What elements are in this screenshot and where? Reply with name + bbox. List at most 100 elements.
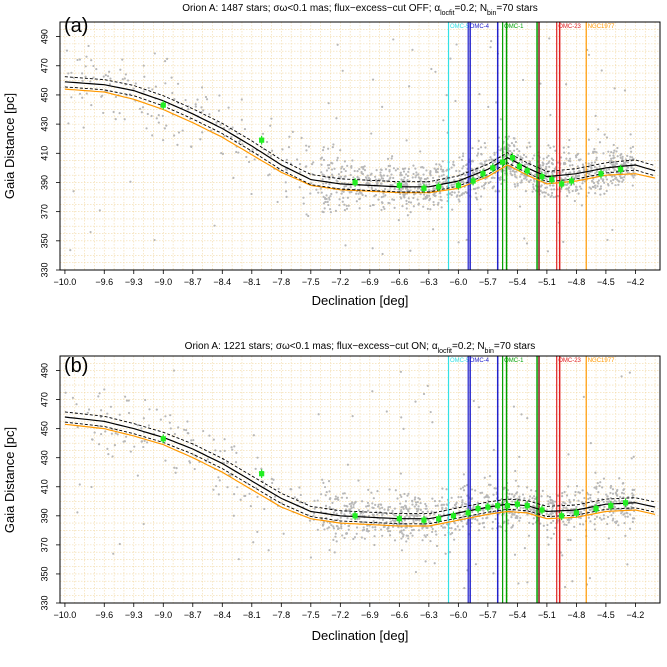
- scatter-point: [379, 168, 383, 171]
- scatter-point: [350, 513, 353, 517]
- scatter-point: [380, 195, 383, 199]
- scatter-point: [140, 427, 143, 430]
- scatter-point: [248, 149, 252, 153]
- scatter-point: [461, 499, 464, 502]
- scatter-point: [391, 198, 394, 201]
- x-axis-title: Declination [deg]: [312, 293, 409, 308]
- scatter-point: [392, 176, 395, 180]
- scatter-point: [403, 184, 406, 187]
- scatter-point: [562, 520, 565, 523]
- bin-point: [539, 507, 545, 513]
- scatter-point: [173, 134, 176, 137]
- scatter-point: [452, 183, 456, 186]
- scatter-point: [580, 187, 583, 190]
- scatter-point: [569, 538, 572, 542]
- scatter-point: [463, 502, 467, 505]
- scatter-point: [488, 158, 491, 162]
- scatter-point: [429, 174, 432, 177]
- scatter-point: [148, 408, 151, 411]
- scatter-point: [549, 146, 552, 149]
- bin-point: [504, 503, 511, 509]
- scatter-point: [594, 192, 597, 195]
- scatter-point: [76, 58, 79, 62]
- scatter-point: [317, 413, 320, 416]
- scatter-point: [345, 204, 348, 207]
- scatter-point: [493, 176, 496, 180]
- scatter-point: [520, 173, 523, 176]
- scatter-point: [372, 513, 375, 517]
- scatter-point: [403, 176, 406, 179]
- scatter-point: [159, 418, 162, 421]
- scatter-point: [231, 448, 234, 451]
- scatter-point: [546, 495, 549, 498]
- scatter-point: [405, 202, 408, 205]
- scatter-point: [362, 166, 365, 169]
- scatter-point: [511, 500, 514, 503]
- scatter-point: [498, 190, 501, 193]
- scatter-point: [381, 201, 384, 205]
- scatter-point: [415, 171, 418, 174]
- scatter-point: [582, 167, 585, 171]
- scatter-point: [215, 485, 218, 488]
- scatter-point: [401, 205, 404, 208]
- scatter-point: [388, 530, 392, 533]
- scatter-point: [98, 209, 101, 212]
- scatter-point: [481, 517, 484, 520]
- scatter-point: [366, 501, 370, 504]
- scatter-point: [321, 210, 324, 213]
- scatter-point: [400, 495, 403, 498]
- scatter-point: [598, 165, 601, 168]
- scatter-point: [379, 528, 383, 531]
- scatter-point: [391, 184, 394, 187]
- scatter-point: [400, 537, 403, 540]
- scatter-point: [277, 487, 280, 490]
- scatter-point: [392, 198, 396, 201]
- scatter-point: [444, 507, 448, 510]
- scatter-point: [168, 421, 171, 424]
- scatter-point: [371, 203, 374, 207]
- scatter-point: [566, 187, 570, 190]
- fit-confidence-upper: [64, 76, 656, 183]
- scatter-point: [214, 449, 217, 452]
- scatter-point: [566, 174, 570, 178]
- scatter-point: [429, 539, 432, 543]
- scatter-point: [465, 163, 468, 167]
- scatter-point: [525, 178, 528, 181]
- scatter-point: [597, 128, 600, 131]
- scatter-point: [471, 159, 474, 162]
- scatter-point: [441, 487, 444, 490]
- bin-point: [485, 504, 491, 510]
- scatter-point: [418, 519, 421, 522]
- scatter-point: [450, 183, 453, 186]
- scatter-point: [592, 150, 595, 153]
- scatter-point: [422, 197, 425, 201]
- scatter-point: [140, 440, 144, 443]
- scatter-point: [129, 180, 132, 183]
- scatter-point: [457, 241, 460, 244]
- scatter-point: [380, 174, 383, 178]
- scatter-point: [476, 519, 479, 522]
- scatter-point: [320, 171, 323, 174]
- scatter-point: [429, 410, 432, 414]
- scatter-point: [518, 150, 521, 153]
- scatter-point: [551, 191, 554, 195]
- panel-tag: (b): [64, 355, 88, 377]
- scatter-point: [479, 146, 483, 149]
- scatter-point: [433, 513, 436, 516]
- scatter-point: [235, 150, 238, 154]
- scatter-point: [441, 160, 444, 163]
- scatter-point: [603, 505, 606, 508]
- scatter-point: [610, 514, 613, 517]
- scatter-point: [427, 519, 430, 522]
- scatter-point: [212, 438, 215, 441]
- scatter-point: [217, 476, 220, 479]
- scatter-point: [587, 152, 590, 155]
- scatter-point: [403, 516, 406, 519]
- scatter-point: [387, 509, 390, 512]
- scatter-point: [583, 508, 586, 512]
- scatter-point: [529, 508, 533, 511]
- scatter-point: [176, 143, 179, 146]
- fit-confidence-upper: [64, 411, 656, 515]
- scatter-point: [590, 161, 593, 164]
- scatter-point: [346, 463, 350, 466]
